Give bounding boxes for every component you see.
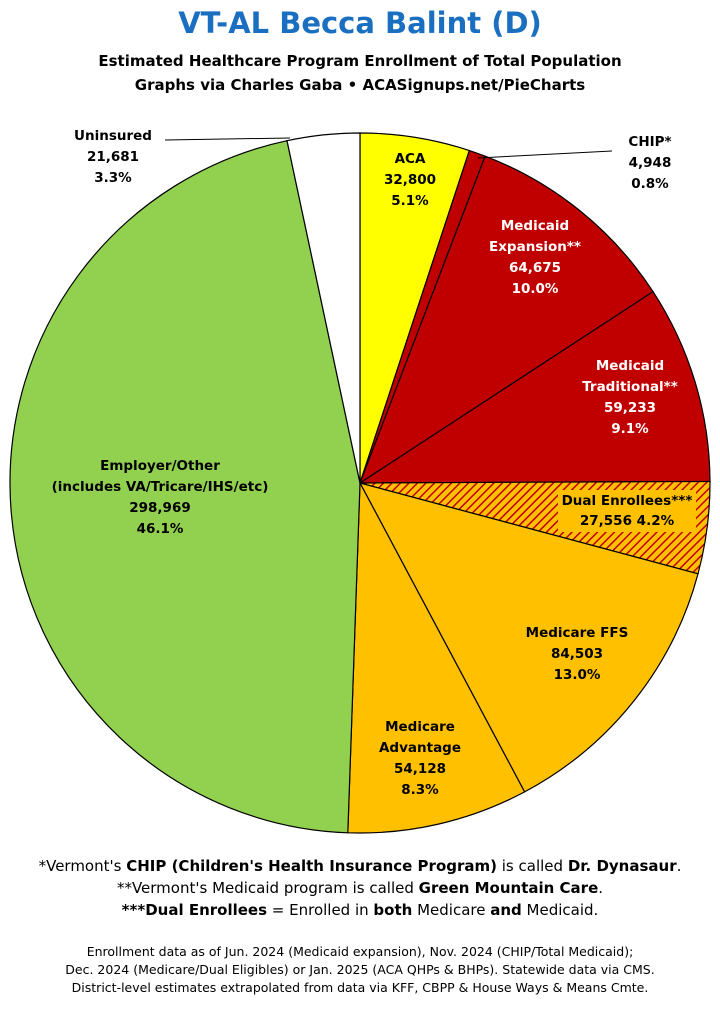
footnote-dual-enrollees: ***Dual Enrollees = Enrolled in both Med… xyxy=(0,901,720,919)
source-line-1: Enrollment data as of Jun. 2024 (Medicai… xyxy=(0,944,720,959)
slice-label-chip: CHIP* 4,948 0.8% xyxy=(628,134,671,192)
source-line-2: Dec. 2024 (Medicare/Dual Eligibles) or J… xyxy=(0,962,720,977)
footnote-chip: *Vermont's CHIP (Children's Health Insur… xyxy=(0,857,720,875)
callout-line-uninsured xyxy=(165,138,290,140)
slice-label-uninsured: Uninsured 21,681 3.3% xyxy=(74,128,152,186)
footnote-medicaid: **Vermont's Medicaid program is called G… xyxy=(0,879,720,897)
source-line-3: District-level estimates extrapolated fr… xyxy=(0,980,720,995)
callout-line-chip xyxy=(478,151,612,158)
